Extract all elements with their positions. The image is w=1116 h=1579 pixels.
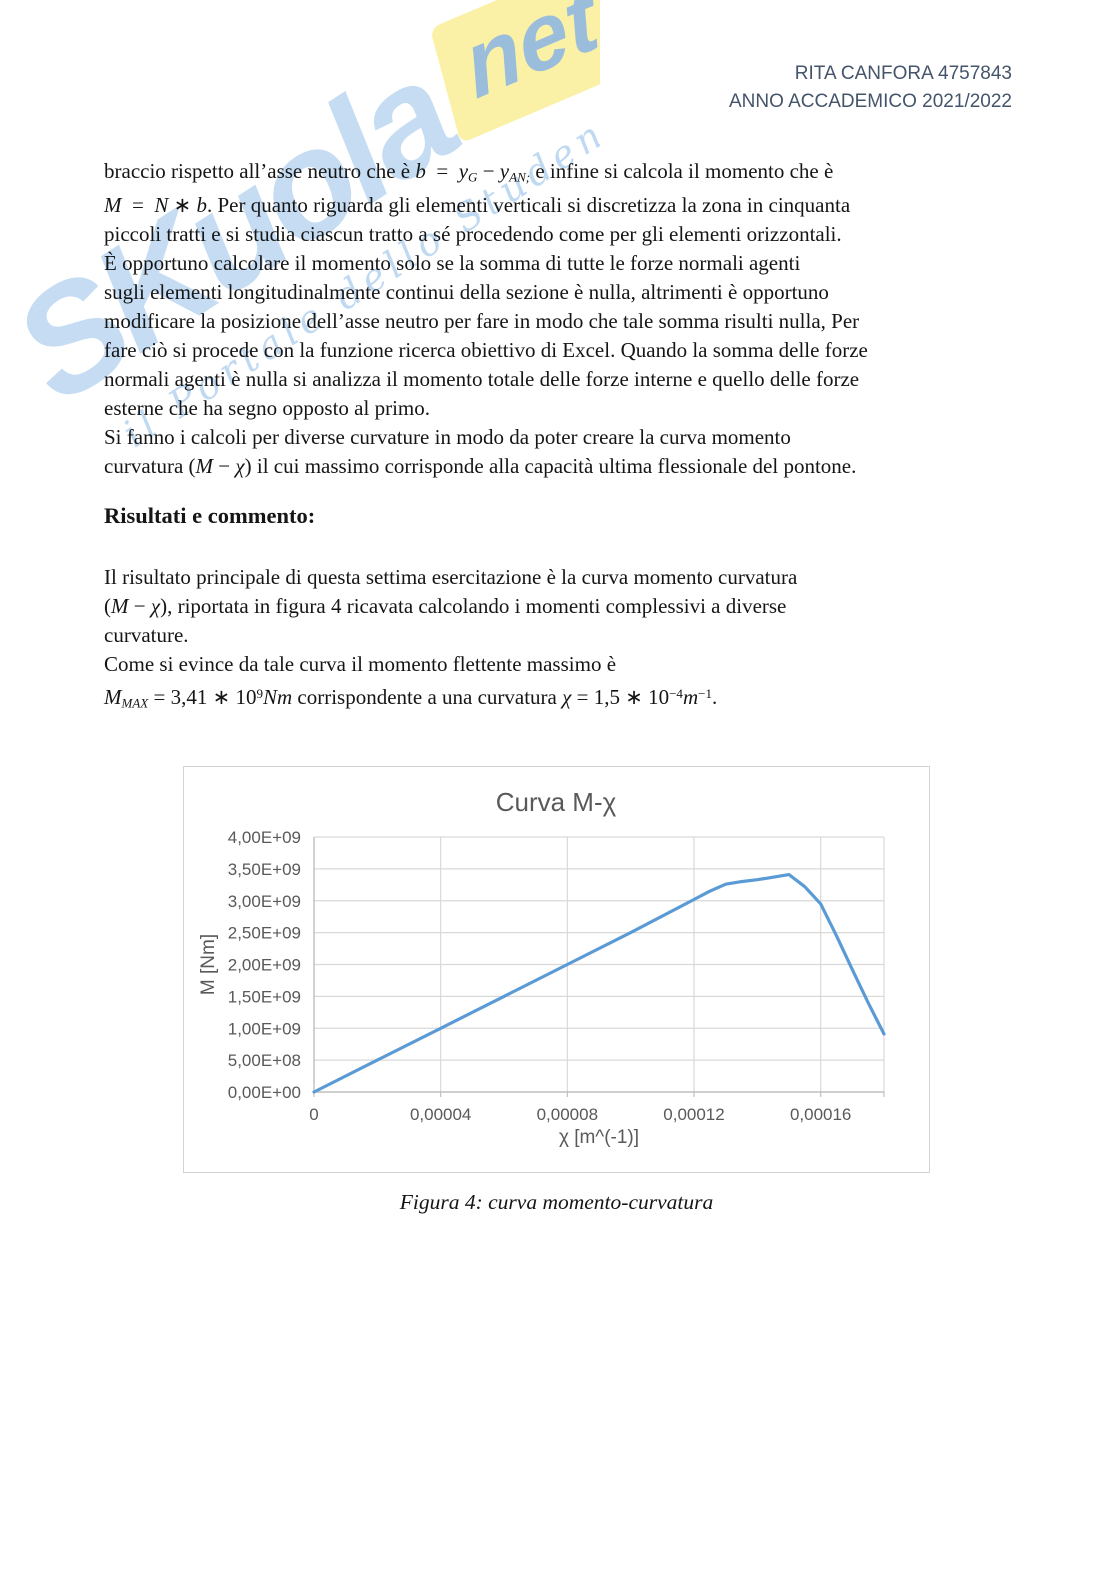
header-academic-year-line: ANNO ACCADEMICO 2021/2022	[728, 90, 1012, 112]
paragraph-method: braccio rispetto all’asse neutro che è b…	[104, 157, 1024, 481]
y-tick-label: 1,00E+09	[228, 1019, 301, 1038]
series-line	[312, 872, 886, 1094]
text-line: (M − χ), riportata in figura 4 ricavata …	[104, 594, 787, 618]
text-line: curvature.	[104, 623, 189, 647]
y-tick-label: 5,00E+08	[228, 1051, 301, 1070]
x-tick-label: 0,00016	[790, 1105, 851, 1124]
text-line: curvatura (M − χ) il cui massimo corrisp…	[104, 454, 857, 479]
x-axis-title: χ [m^(-1)]	[559, 1127, 639, 1148]
x-tick-label: 0,00012	[663, 1105, 724, 1124]
y-tick-label: 3,50E+09	[228, 860, 301, 879]
text-line: MMAX = 3,41 ∗ 109Nm corrispondente a una…	[104, 684, 718, 711]
x-tick-label: 0,00004	[410, 1105, 471, 1124]
text-line: Il risultato principale di questa settim…	[104, 565, 798, 589]
y-tick-label: 2,50E+09	[228, 924, 301, 943]
section-heading-risultati: Risultati e commento:	[104, 503, 316, 528]
text-line: piccoli tratti e si studia ciascun tratt…	[104, 222, 842, 247]
text-line: esterne che ha segno opposto al primo.	[104, 396, 430, 421]
y-tick-label: 2,00E+09	[228, 956, 301, 975]
text-line: Come si evince da tale curva il momento …	[104, 652, 617, 676]
text-line: Si fanno i calcoli per diverse curvature…	[104, 425, 791, 450]
header-author-line: RITA CANFORA 4757843	[794, 63, 1012, 84]
text-line: fare ciò si procede con la funzione rice…	[104, 338, 868, 363]
chart-figure: 0,00E+00 5,00E+08 1,00E+09 1,50E+09 2,00E+09…	[183, 766, 930, 1173]
y-tick-label: 3,00E+09	[228, 892, 301, 911]
text-line: modificare la posizione dell’asse neutro…	[104, 309, 860, 334]
paragraph-results: Il risultato principale di questa settim…	[104, 563, 1024, 717]
moment-curvature-chart: 0,00E+00 5,00E+08 1,00E+09 1,50E+09 2,00E+09…	[198, 787, 886, 1148]
chart-title: Curva M-χ	[496, 787, 617, 817]
document-header: RITA CANFORA 4757843 ANNO ACCADEMICO 202…	[729, 60, 1012, 115]
y-tick-label: 0,00E+00	[228, 1083, 301, 1102]
text-line: normali agenti è nulla si analizza il mo…	[104, 367, 860, 392]
watermark-net-text: net	[453, 0, 600, 119]
x-tick-label: 0,00008	[537, 1105, 598, 1124]
y-axis-title: M [Nm]	[198, 934, 219, 995]
figure-caption: Figura 4: curva momento-curvatura	[399, 1190, 714, 1214]
y-tick-label: 4,00E+09	[228, 828, 301, 847]
text-line: sugli elementi longitudinalmente continu…	[104, 280, 829, 305]
chart-root: 0,00E+00 5,00E+08 1,00E+09 1,50E+09 2,00E+09…	[198, 787, 886, 1148]
watermark-yellow-box: net	[429, 0, 600, 144]
y-tick-label: 1,50E+09	[228, 987, 301, 1006]
text-line: È opportuno calcolare il momento solo se…	[104, 251, 801, 276]
text-line: braccio rispetto all’asse neutro che è b…	[104, 159, 834, 185]
text-line: M = N ∗ b. Per quanto riguarda gli eleme…	[104, 193, 851, 218]
x-tick-label: 0	[309, 1105, 318, 1124]
